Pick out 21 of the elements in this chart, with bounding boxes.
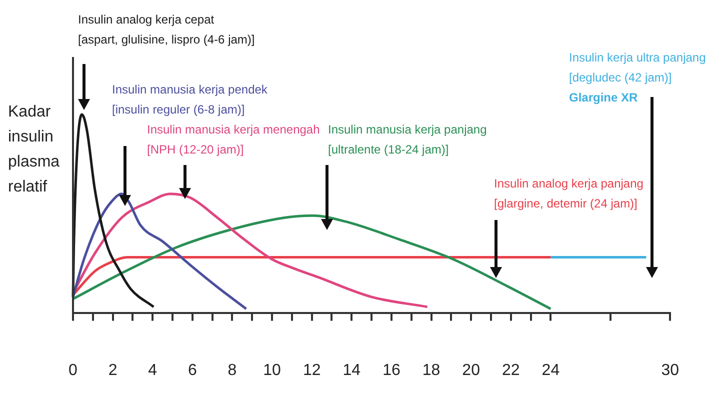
x-tick-label: 8 xyxy=(228,362,237,379)
text: Insulin manusia kerja pendek [insulin reguler (6-8 jam)] xyxy=(112,82,268,116)
x-tick-label: 10 xyxy=(263,362,282,379)
x-tick-label: 24 xyxy=(542,362,560,379)
text: Insulin manusia kerja menengah [NPH (12-20 jam)] xyxy=(147,122,320,156)
x-tick-label: 30 xyxy=(661,362,680,379)
x-tick-label: 16 xyxy=(382,362,400,379)
x-tick-label: 0 xyxy=(68,362,78,379)
text: Insulin analog kerja cepat [aspart, glulisine, lispro (4-6 jam)] xyxy=(78,12,255,46)
y-axis-title: Kadar insulin plasma relatif xyxy=(8,103,60,196)
x-tick-label: 20 xyxy=(462,362,480,379)
x-tick-label: 12 xyxy=(302,362,321,379)
x-tick-label: 6 xyxy=(188,362,197,379)
text: Insulin manusia kerja panjang [ultralente (18-24 jam)] xyxy=(328,122,487,156)
text: Insulin analog kerja panjang [glargine, detemir (24 jam)] xyxy=(494,176,644,210)
x-tick-label: 4 xyxy=(148,362,158,379)
x-tick-label: 2 xyxy=(108,362,118,379)
x-tick-label: 18 xyxy=(422,362,440,379)
text: Insulin kerja ultra panjang [degludec (42 jam)] Glargine XR xyxy=(569,50,706,104)
x-tick-label: 14 xyxy=(342,362,361,379)
x-tick-label: 22 xyxy=(502,362,520,379)
